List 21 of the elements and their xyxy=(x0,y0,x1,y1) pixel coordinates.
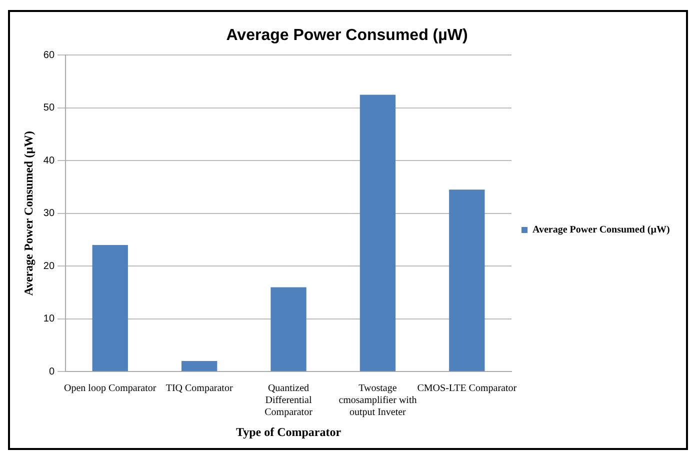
y-tick-label: 50 xyxy=(43,102,55,114)
y-tick-label: 30 xyxy=(43,208,55,220)
bar xyxy=(360,94,396,372)
bar xyxy=(92,245,128,372)
y-tick-label: 60 xyxy=(43,50,55,61)
x-axis-title: Type of Comparator xyxy=(236,424,342,439)
y-tick-label: 20 xyxy=(43,260,55,272)
bar xyxy=(181,361,218,372)
bar xyxy=(270,287,306,372)
x-tick-label: Open loop Comparator xyxy=(64,383,157,394)
chart-title: Average Power Consumed (µW) xyxy=(226,27,468,44)
x-tick-label: Twostage cmosamplifier with output Inveter xyxy=(338,383,417,418)
y-axis-title: Average Power Consumed (µW) xyxy=(21,131,36,296)
y-tick-label: 0 xyxy=(48,366,55,378)
x-tick-label: Quantized Differential Comparator xyxy=(264,383,314,418)
legend-label: Average Power Consumed (µW) xyxy=(532,224,670,236)
x-tick-label: CMOS-LTE Comparator xyxy=(417,383,518,394)
bar xyxy=(449,190,485,372)
x-tick-label: TIQ Comparator xyxy=(166,383,234,394)
y-tick-label: 10 xyxy=(43,314,55,325)
y-tick-label: 40 xyxy=(43,155,55,166)
